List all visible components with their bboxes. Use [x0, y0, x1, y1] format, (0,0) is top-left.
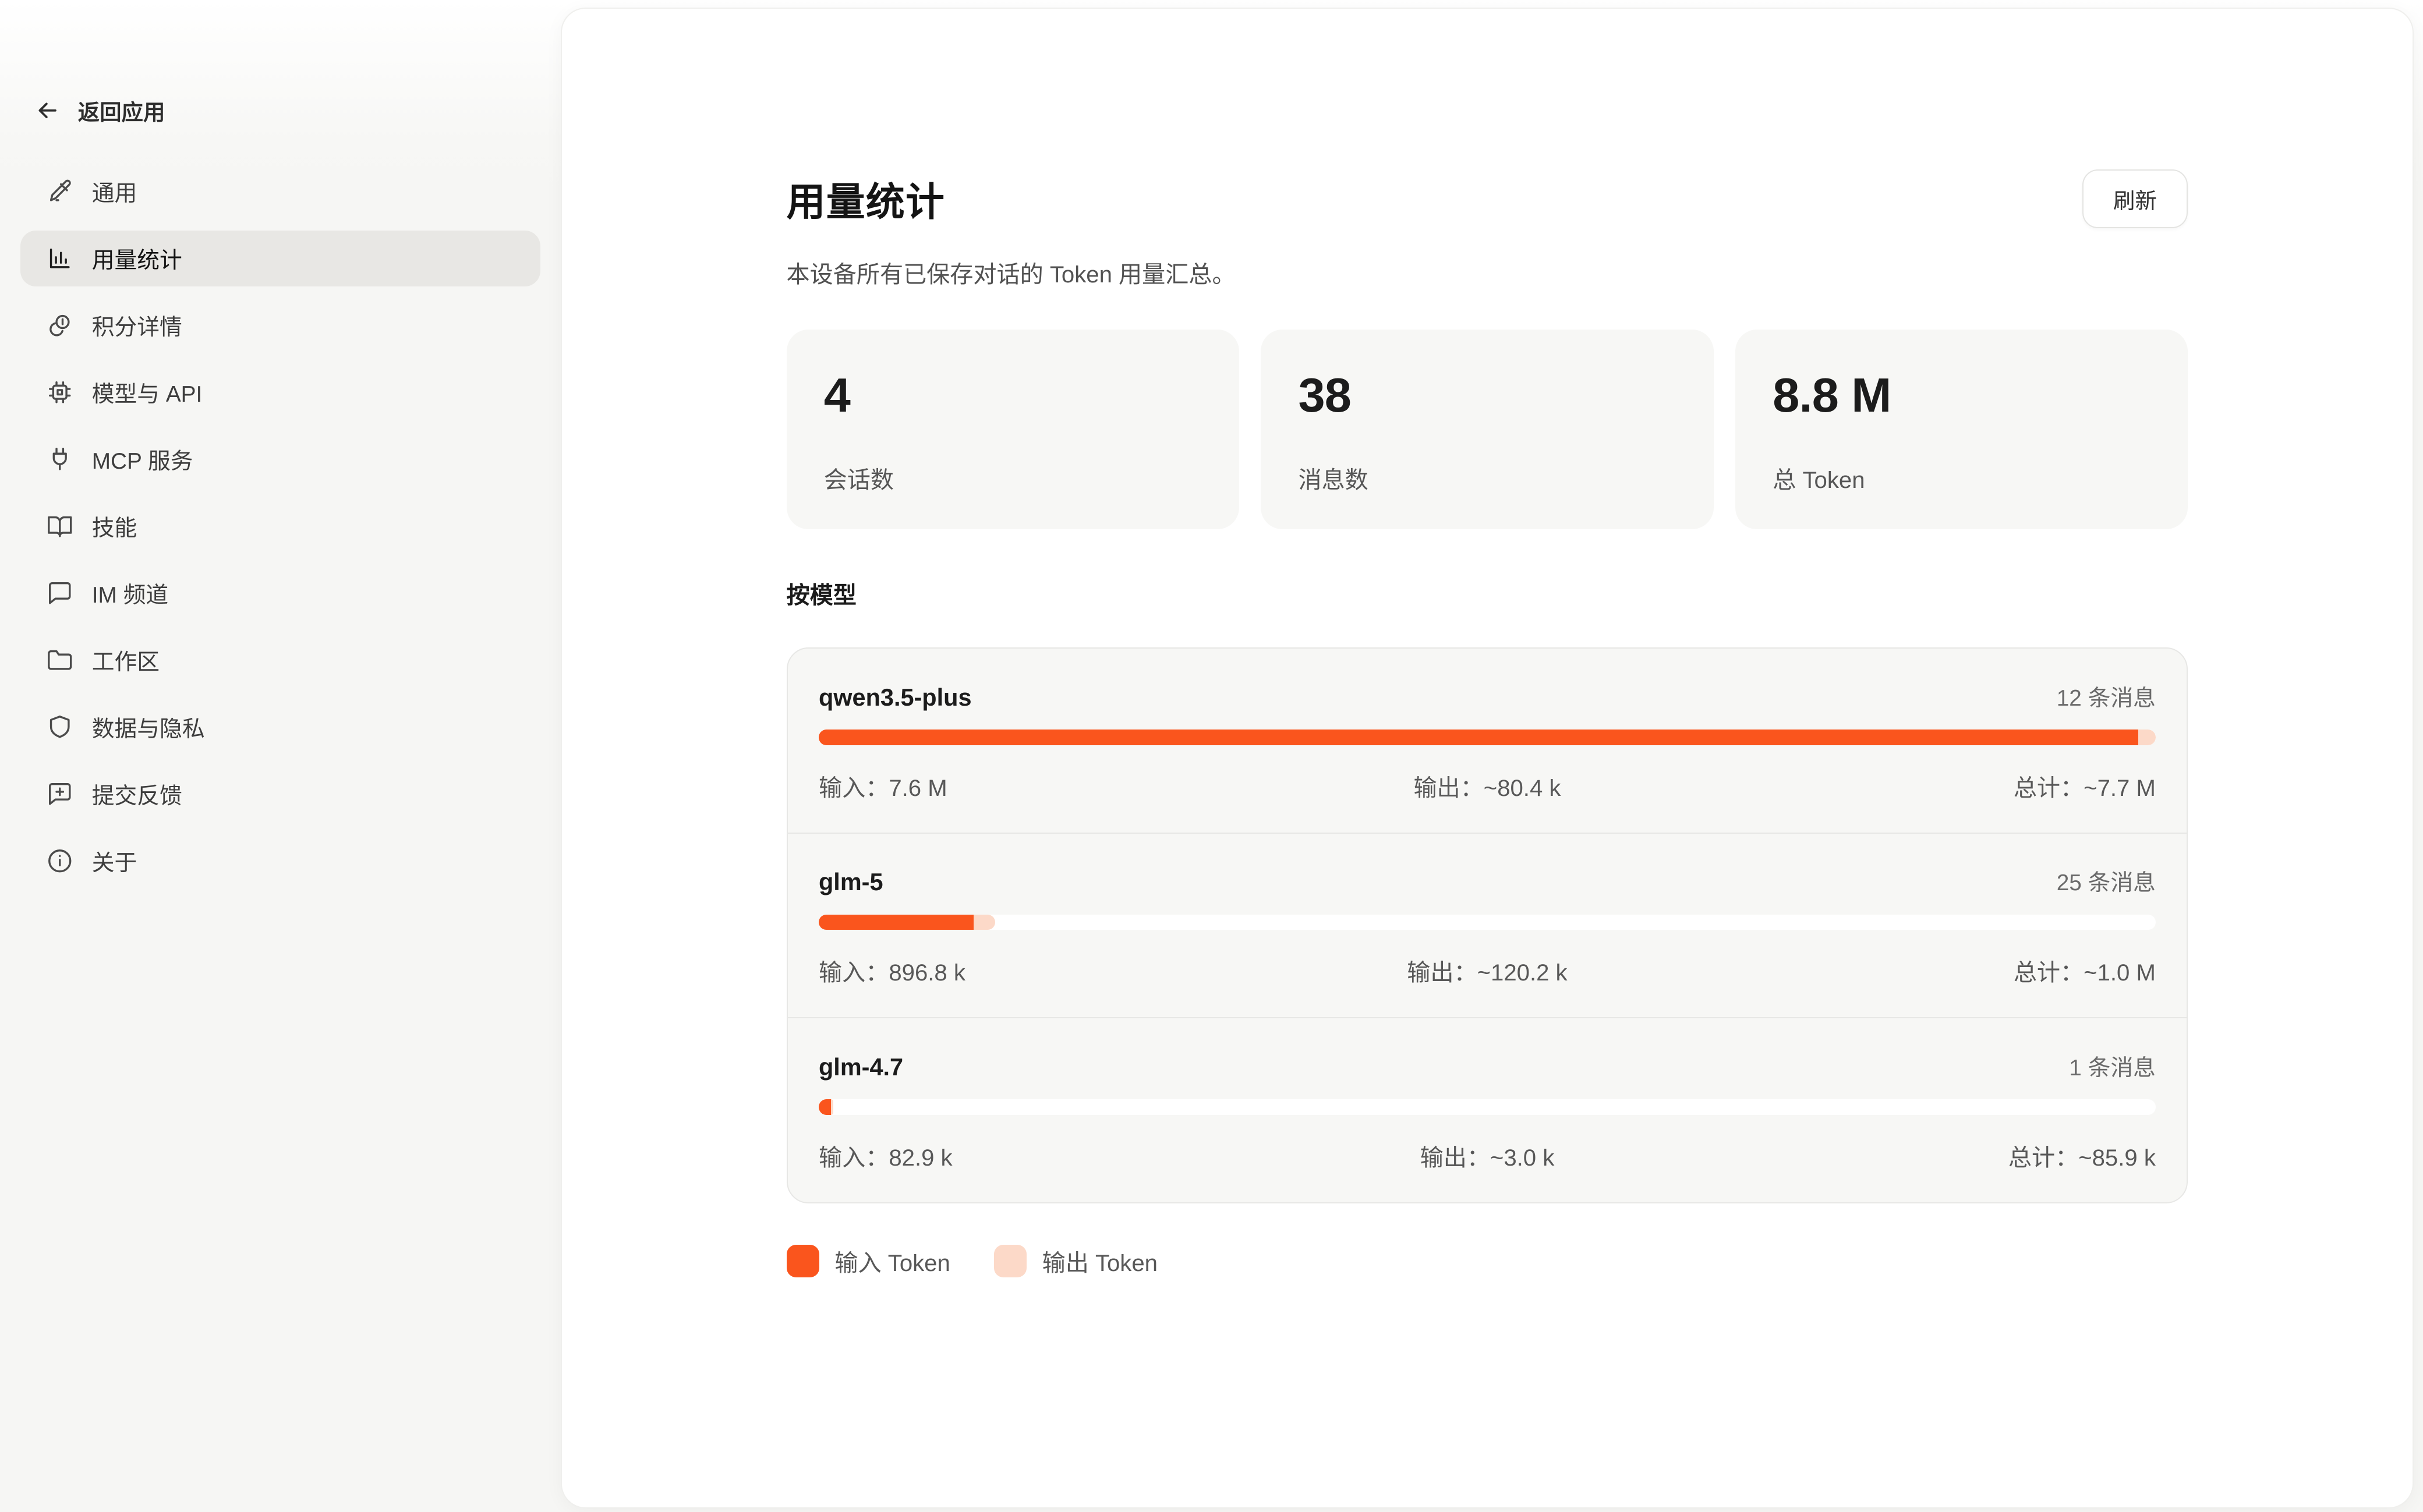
output-token-legend-item: 输出 Token [993, 1244, 1158, 1278]
sidebar-item-mcp[interactable]: MCP 服务 [20, 431, 540, 487]
sidebar-item-im-channels[interactable]: IM 频道 [20, 565, 540, 621]
model-message-count: 1 条消息 [2069, 1055, 2156, 1081]
content-column: 用量统计 刷新 本设备所有已保存对话的 Token 用量汇总。 4 会话数 38… [786, 9, 2188, 1278]
sidebar-item-label: IM 频道 [91, 582, 169, 608]
messages-value: 38 [1298, 367, 1352, 422]
input-stat: 输入：82.9 k [819, 1145, 953, 1171]
summary-cards: 4 会话数 38 消息数 8.8 M 总 Token [786, 330, 2188, 529]
messages-label: 消息数 [1298, 467, 1368, 493]
page-title: 用量统计 [786, 180, 946, 225]
total-stat: 总计：~1.0 M [2013, 960, 2156, 986]
output-token-swatch [993, 1244, 1027, 1277]
model-usage-list: qwen3.5-plus 12 条消息 输入：7.6 M 输出：~80.4 k … [786, 647, 2188, 1203]
sidebar-item-usage-stats[interactable]: 用量统计 [20, 230, 540, 287]
output-stat: 输出：~80.4 k [1413, 775, 1561, 801]
chip-icon [49, 381, 71, 403]
sidebar-item-label: MCP 服务 [91, 448, 193, 474]
model-name: glm-5 [819, 868, 883, 896]
input-token-segment [819, 914, 974, 930]
token-usage-bar [819, 1099, 2156, 1115]
feedback-icon [49, 783, 71, 805]
model-name: qwen3.5-plus [819, 683, 972, 711]
pencil-icon [50, 179, 71, 201]
sessions-label: 会话数 [823, 467, 894, 493]
refresh-button[interactable]: 刷新 [2082, 169, 2188, 229]
token-legend: 输入 Token 输出 Token [786, 1244, 2188, 1278]
sidebar-item-data-privacy[interactable]: 数据与隐私 [20, 699, 540, 755]
plug-icon [52, 448, 68, 470]
chat-icon [49, 582, 71, 604]
total-tokens-value: 8.8 M [1773, 367, 1891, 422]
sidebar-item-feedback[interactable]: 提交反馈 [20, 766, 540, 822]
sidebar-nav: 通用 用量统计 积分详情 模型与 API MCP 服务 技能 IM 频道 工作 [20, 164, 540, 889]
info-icon [48, 849, 72, 873]
page-subtitle: 本设备所有已保存对话的 Token 用量汇总。 [786, 261, 1236, 288]
sidebar-item-label: 提交反馈 [91, 783, 182, 809]
sidebar-item-credits[interactable]: 积分详情 [20, 298, 540, 353]
sidebar-item-general[interactable]: 通用 [20, 164, 540, 219]
back-label: 返回应用 [77, 100, 165, 125]
output-stat: 输出：~120.2 k [1407, 960, 1568, 986]
total-tokens-label: 总 Token [1773, 467, 1865, 493]
total-stat: 总计：~7.7 M [2013, 775, 2156, 801]
input-token-legend-label: 输入 Token [834, 1251, 950, 1277]
model-row-glm-4-7: glm-4.7 1 条消息 输入：82.9 k 输出：~3.0 k 总计：~85… [788, 1018, 2187, 1202]
model-message-count: 12 条消息 [2056, 685, 2156, 711]
total-tokens-card: 8.8 M 总 Token [1735, 330, 2188, 529]
model-row-qwen3-5-plus: qwen3.5-plus 12 条消息 输入：7.6 M 输出：~80.4 k … [787, 649, 2187, 834]
input-token-segment [819, 729, 2139, 745]
header-row: 用量统计 刷新 [787, 169, 2188, 229]
book-icon [48, 516, 72, 537]
shield-icon [50, 716, 70, 738]
model-name: glm-4.7 [819, 1053, 904, 1081]
by-model-section-title: 按模型 [786, 582, 857, 608]
sidebar-item-workspace[interactable]: 工作区 [20, 632, 540, 688]
sidebar-item-label: 技能 [91, 515, 137, 541]
main-panel: 用量统计 刷新 本设备所有已保存对话的 Token 用量汇总。 4 会话数 38… [560, 8, 2414, 1509]
sidebar: 返回应用 通用 用量统计 积分详情 模型与 API MCP 服务 技能 I [0, 0, 561, 1512]
output-token-segment [2138, 729, 2156, 745]
arrow-left-icon [38, 102, 56, 119]
output-token-segment [830, 1099, 834, 1115]
back-to-app-button[interactable]: 返回应用 [20, 87, 540, 134]
input-token-legend-item: 输入 Token [786, 1244, 950, 1278]
sidebar-item-label: 工作区 [91, 649, 160, 675]
sidebar-item-models-api[interactable]: 模型与 API [20, 364, 540, 420]
folder-icon [48, 650, 72, 670]
sidebar-item-about[interactable]: 关于 [20, 833, 540, 889]
token-usage-bar [819, 729, 2156, 745]
sidebar-item-skills[interactable]: 技能 [20, 498, 540, 554]
sidebar-item-label: 关于 [91, 850, 137, 876]
input-token-segment [819, 1099, 831, 1115]
sessions-card: 4 会话数 [786, 330, 1239, 529]
coins-icon [49, 315, 70, 337]
sidebar-item-label: 数据与隐私 [91, 716, 205, 742]
output-stat: 输出：~3.0 k [1420, 1145, 1555, 1171]
sidebar-item-label: 用量统计 [91, 247, 182, 273]
token-usage-bar [819, 914, 2156, 930]
input-token-swatch [786, 1244, 819, 1277]
output-token-segment [974, 914, 996, 930]
model-row-glm-5: glm-5 25 条消息 输入：896.8 k 输出：~120.2 k 总计：~… [787, 834, 2187, 1019]
messages-card: 38 消息数 [1261, 330, 1714, 529]
sidebar-item-label: 通用 [91, 180, 137, 206]
total-stat: 总计：~85.9 k [2008, 1145, 2156, 1171]
input-stat: 输入：7.6 M [819, 775, 947, 801]
sessions-value: 4 [823, 367, 851, 422]
model-message-count: 25 条消息 [2056, 870, 2156, 896]
input-stat: 输入：896.8 k [819, 960, 965, 986]
bar-chart-icon [50, 249, 70, 268]
output-token-legend-label: 输出 Token [1042, 1251, 1158, 1277]
sidebar-item-label: 模型与 API [91, 381, 203, 407]
sidebar-item-label: 积分详情 [91, 314, 182, 340]
